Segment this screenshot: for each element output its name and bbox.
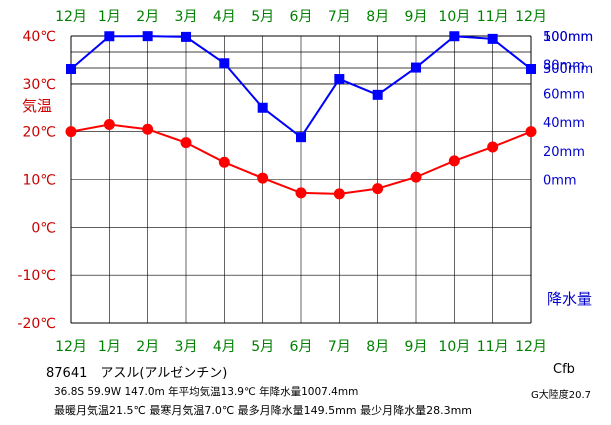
precipitation-tick-label: 60mm xyxy=(543,87,585,102)
precipitation-tick-label: 0mm xyxy=(543,174,577,189)
top-month-label: 7月 xyxy=(328,9,351,25)
temperature-point xyxy=(448,155,460,167)
top-month-label: 1月 xyxy=(98,9,121,25)
top-month-label: 9月 xyxy=(405,9,428,25)
precipitation-point xyxy=(257,102,268,113)
temperature-point xyxy=(295,187,307,199)
precipitation-axis: 降水量 0mm 20mm 40mm 60mm 80mm 100mm 300mm 500mm xyxy=(543,30,593,308)
precipitation-tick-label: 500mm xyxy=(543,30,593,45)
top-month-label: 12月 xyxy=(515,9,547,25)
top-month-label: 5月 xyxy=(251,9,274,25)
precipitation-point xyxy=(181,31,191,42)
temperature-point xyxy=(333,188,345,200)
bottom-month-labels: 12月 1月 2月 3月 4月 5月 6月 7月 8月 9月 10月 11月 12月 xyxy=(55,339,547,355)
precipitation-point xyxy=(66,64,76,75)
temperature-point xyxy=(218,156,230,168)
bottom-month-label: 12月 xyxy=(55,339,87,355)
precipitation-tick-label: 40mm xyxy=(543,116,585,131)
temperature-point xyxy=(180,137,192,149)
grid xyxy=(70,35,532,324)
top-month-labels: 12月 1月 2月 3月 4月 5月 6月 7月 8月 9月 10月 11月 12月 xyxy=(55,9,547,25)
station-stats-line1: 36.8S 59.9W 147.0m 年平均気温13.9℃ 年降水量1007.4… xyxy=(54,386,359,398)
top-month-label: 4月 xyxy=(213,9,236,25)
temperature-tick-label: 30℃ xyxy=(22,77,56,93)
temperature-point xyxy=(142,123,154,135)
bottom-month-label: 7月 xyxy=(328,339,351,355)
temperature-point xyxy=(103,118,115,130)
temperature-tick-label: 0℃ xyxy=(31,220,56,236)
bottom-month-label: 8月 xyxy=(366,339,389,355)
temperature-point xyxy=(525,126,537,138)
precipitation-point xyxy=(219,58,230,69)
precipitation-tick-label: 20mm xyxy=(543,145,585,160)
precipitation-point xyxy=(411,62,421,73)
precipitation-point xyxy=(334,74,345,85)
station-stats-line2: 最暖月気温21.5℃ 最寒月気温7.0℃ 最多月降水量149.5mm 最少月降水… xyxy=(54,404,473,417)
top-month-label: 6月 xyxy=(290,9,313,25)
bottom-month-label: 11月 xyxy=(477,339,509,355)
climate-chart: 12月 1月 2月 3月 4月 5月 6月 7月 8月 9月 10月 11月 12月 12月 1月 2月 3月… xyxy=(17,9,593,355)
climate-continentality: G大陸度20.7 xyxy=(531,390,592,401)
top-month-label: 8月 xyxy=(366,9,389,25)
bottom-month-label: 9月 xyxy=(405,339,428,355)
temperature-point xyxy=(487,141,499,153)
precipitation-point xyxy=(142,31,153,42)
temperature-series xyxy=(65,118,537,200)
bottom-month-label: 4月 xyxy=(213,339,236,355)
precipitation-tick-label: 80mm xyxy=(543,59,585,74)
climate-class: Cfb xyxy=(553,362,575,377)
precipitation-series xyxy=(66,31,536,143)
bottom-month-label: 3月 xyxy=(175,339,198,355)
bottom-month-label: 12月 xyxy=(515,339,547,355)
temperature-point xyxy=(257,172,269,184)
precipitation-tick-label: 300mm xyxy=(543,62,593,77)
bottom-month-label: 10月 xyxy=(438,339,470,355)
temperature-axis-title: 気温 xyxy=(22,97,52,115)
precipitation-point xyxy=(104,31,115,42)
top-month-label: 11月 xyxy=(477,9,509,25)
temperature-point xyxy=(65,126,77,138)
bottom-month-label: 1月 xyxy=(98,339,121,355)
precipitation-point xyxy=(296,132,306,143)
temperature-tick-label: 20℃ xyxy=(22,125,56,141)
temperature-tick-label: -10℃ xyxy=(17,268,56,284)
temperature-point xyxy=(410,171,422,183)
top-month-label: 2月 xyxy=(136,9,159,25)
bottom-month-label: 6月 xyxy=(290,339,313,355)
precipitation-axis-title: 降水量 xyxy=(547,290,592,308)
precipitation-tick-label: 100mm xyxy=(543,30,593,45)
station-name: 87641 アスル(アルゼンチン) xyxy=(46,366,228,381)
precipitation-point xyxy=(372,89,383,100)
top-month-label: 3月 xyxy=(175,9,198,25)
precipitation-point xyxy=(449,31,460,42)
temperature-tick-label: 40℃ xyxy=(22,29,56,45)
bottom-month-label: 5月 xyxy=(251,339,274,355)
temperature-tick-label: -20℃ xyxy=(17,316,56,332)
temperature-axis: 気温 40℃ 30℃ 20℃ 10℃ 0℃ -10℃ -20℃ xyxy=(17,29,56,332)
temperature-tick-label: 10℃ xyxy=(22,173,56,189)
top-month-label: 12月 xyxy=(55,9,87,25)
bottom-month-label: 2月 xyxy=(136,339,159,355)
precipitation-point xyxy=(526,64,536,75)
temperature-point xyxy=(372,183,384,195)
precipitation-point xyxy=(487,33,498,44)
top-month-label: 10月 xyxy=(438,9,470,25)
